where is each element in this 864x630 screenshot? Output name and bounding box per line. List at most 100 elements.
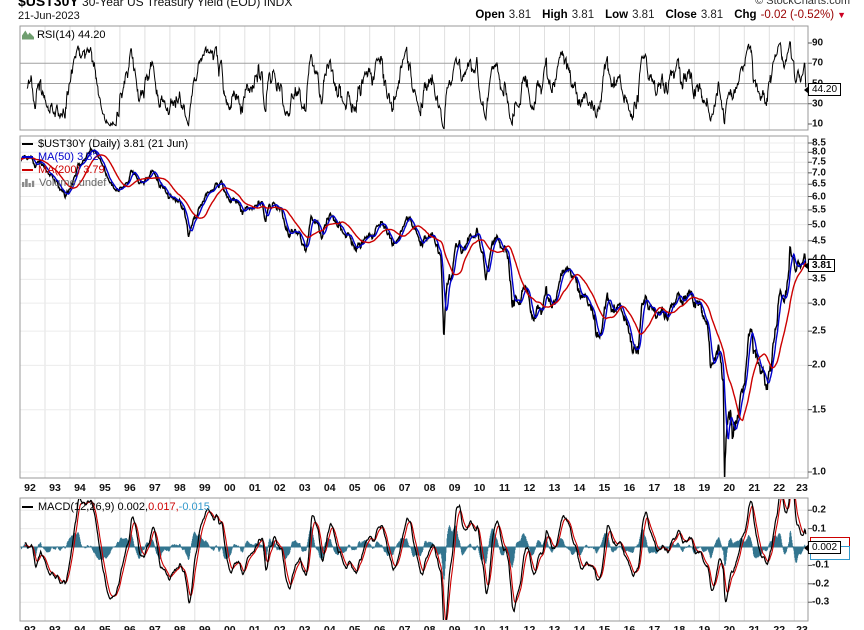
- legend-ma200-label: MA(200) 3.79: [38, 163, 105, 176]
- x-axis-year-label: 23: [796, 482, 808, 494]
- x-axis-year-label: 22: [773, 482, 786, 494]
- x-axis-year-label-bottom: 23: [796, 624, 808, 630]
- rsi-axis-tick: 10: [812, 118, 824, 130]
- x-axis-year-label: 96: [124, 482, 136, 494]
- x-axis-year-label: 14: [573, 482, 586, 494]
- x-axis-year-label: 97: [149, 482, 161, 494]
- stockcharts-watermark: © StockCharts.com: [755, 0, 850, 7]
- macd-legend-main: MACD(12,26,9) 0.002,: [38, 500, 149, 513]
- ohlc-value: -0.02 (-0.52%): [760, 9, 835, 21]
- x-axis-year-label: 16: [623, 482, 636, 494]
- x-axis-year-label: 92: [24, 482, 36, 494]
- rsi-legend: RSI(14) 44.20: [22, 28, 105, 41]
- x-axis-year-label-bottom: 95: [99, 624, 111, 630]
- macd-axis-tick: -0.3: [812, 596, 830, 608]
- ohlc-label: Open: [475, 9, 505, 21]
- x-axis-year-label-bottom: 12: [523, 624, 536, 630]
- chart-date: 21-Jun-2023: [18, 10, 80, 22]
- price-axis-tick: 7.5: [812, 156, 826, 168]
- rsi-legend-label: RSI(14) 44.20: [37, 28, 106, 41]
- x-axis-year-label: 94: [74, 482, 86, 494]
- x-axis-year-label: 00: [223, 482, 236, 494]
- rsi-axis-tick: 70: [812, 57, 824, 69]
- ohlc-open: Open 3.81: [475, 9, 531, 21]
- main-legend: $UST30Y (Daily) 3.81 (21 Jun) MA(50) 3.8…: [22, 137, 188, 189]
- x-axis-year-label: 02: [273, 482, 286, 494]
- title-ticker: $UST30Y: [18, 0, 79, 9]
- x-axis-year-label: 03: [298, 482, 311, 494]
- x-axis-year-label-bottom: 97: [149, 624, 161, 630]
- x-axis-year-label-bottom: 03: [298, 624, 311, 630]
- price-axis-tick: 8.0: [812, 146, 826, 158]
- x-axis-year-label: 17: [648, 482, 661, 494]
- x-axis-year-label-bottom: 06: [373, 624, 386, 630]
- ohlc-high: High 3.81: [542, 9, 594, 21]
- ohlc-value: 3.81: [700, 9, 724, 21]
- x-axis-year-label: 05: [348, 482, 361, 494]
- price-axis-tick: 6.0: [812, 191, 826, 203]
- rsi-current-value: 44.20: [804, 83, 842, 96]
- ohlc-row: Open 3.81 High 3.81 Low 3.81 Close 3.81 Chg -0.02…: [475, 9, 846, 21]
- chg-down-triangle-icon: ▼: [837, 10, 846, 20]
- area-chart-icon: [22, 30, 34, 40]
- price-axis-tick: 1.5: [812, 404, 826, 416]
- x-axis-year-label-bottom: 19: [698, 624, 711, 630]
- x-axis-year-label: 18: [673, 482, 686, 494]
- price-axis-tick: 3.5: [812, 273, 826, 285]
- x-axis-year-label: 10: [473, 482, 486, 494]
- price-axis-tick: 7.0: [812, 167, 826, 179]
- price-current-value: 3.81: [804, 259, 836, 272]
- ma50-line-swatch-icon: [22, 155, 33, 158]
- ohlc-label: Close: [665, 9, 697, 21]
- x-axis-year-label: 95: [99, 482, 111, 494]
- x-axis-year-label-bottom: 02: [273, 624, 286, 630]
- price-axis-tick: 3.0: [812, 297, 826, 309]
- ohlc-label: Chg: [734, 9, 757, 21]
- x-axis-year-label: 93: [49, 482, 61, 494]
- x-axis-year-label-bottom: 93: [49, 624, 61, 630]
- macd-legend-signal: 0.017,: [148, 500, 179, 513]
- ma200-line-swatch-icon: [22, 168, 33, 171]
- x-axis-year-label-bottom: 96: [124, 624, 136, 630]
- value-pointer-icon: [804, 543, 809, 552]
- x-axis-year-label: 09: [448, 482, 461, 494]
- x-axis-year-label: 12: [523, 482, 536, 494]
- price-axis-tick: 8.5: [812, 137, 826, 149]
- legend-ma200-row: MA(200) 3.79: [22, 163, 188, 176]
- value-pointer-icon: [804, 261, 809, 270]
- x-axis-year-label: 07: [398, 482, 411, 494]
- rsi-axis-tick: 90: [812, 37, 824, 49]
- x-axis-year-label-bottom: 99: [198, 624, 211, 630]
- legend-price-label: $UST30Y (Daily) 3.81 (21 Jun): [38, 137, 189, 150]
- macd-current-value: 0.002: [804, 541, 842, 554]
- x-axis-year-label-bottom: 11: [498, 624, 511, 630]
- x-axis-year-label-bottom: 13: [548, 624, 561, 630]
- price-line-swatch-icon: [22, 142, 33, 145]
- x-axis-year-label-bottom: 22: [773, 624, 786, 630]
- title-description: 30-Year US Treasury Yield (EOD) INDX: [78, 0, 293, 9]
- x-axis-year-label-bottom: 08: [423, 624, 436, 630]
- macd-line-swatch-icon: [22, 505, 33, 508]
- x-axis-year-label: 15: [598, 482, 611, 494]
- x-axis-year-label-bottom: 21: [748, 624, 761, 630]
- x-axis-year-label-bottom: 18: [673, 624, 686, 630]
- ohlc-value: 3.81: [571, 9, 595, 21]
- x-axis-year-label: 01: [248, 482, 261, 494]
- x-axis-year-label: 08: [423, 482, 436, 494]
- rsi-current-text: 44.20: [812, 84, 838, 95]
- volume-bars-icon: [22, 178, 35, 187]
- x-axis-year-label-bottom: 20: [723, 624, 736, 630]
- macd-current-text: 0.002: [812, 542, 838, 553]
- price-axis-tick: 2.5: [812, 325, 826, 337]
- page-title: $UST30Y 30-Year US Treasury Yield (EOD) …: [18, 0, 292, 9]
- price-axis-tick: 5.0: [812, 219, 826, 231]
- legend-ma50-row: MA(50) 3.82: [22, 150, 188, 163]
- macd-axis-tick: -0.2: [812, 578, 830, 590]
- x-axis-year-label-bottom: 07: [398, 624, 411, 630]
- x-axis-year-label-bottom: 94: [74, 624, 86, 630]
- x-axis-year-label-bottom: 16: [623, 624, 636, 630]
- x-axis-year-label: 06: [373, 482, 386, 494]
- ohlc-close: Close 3.81: [665, 9, 723, 21]
